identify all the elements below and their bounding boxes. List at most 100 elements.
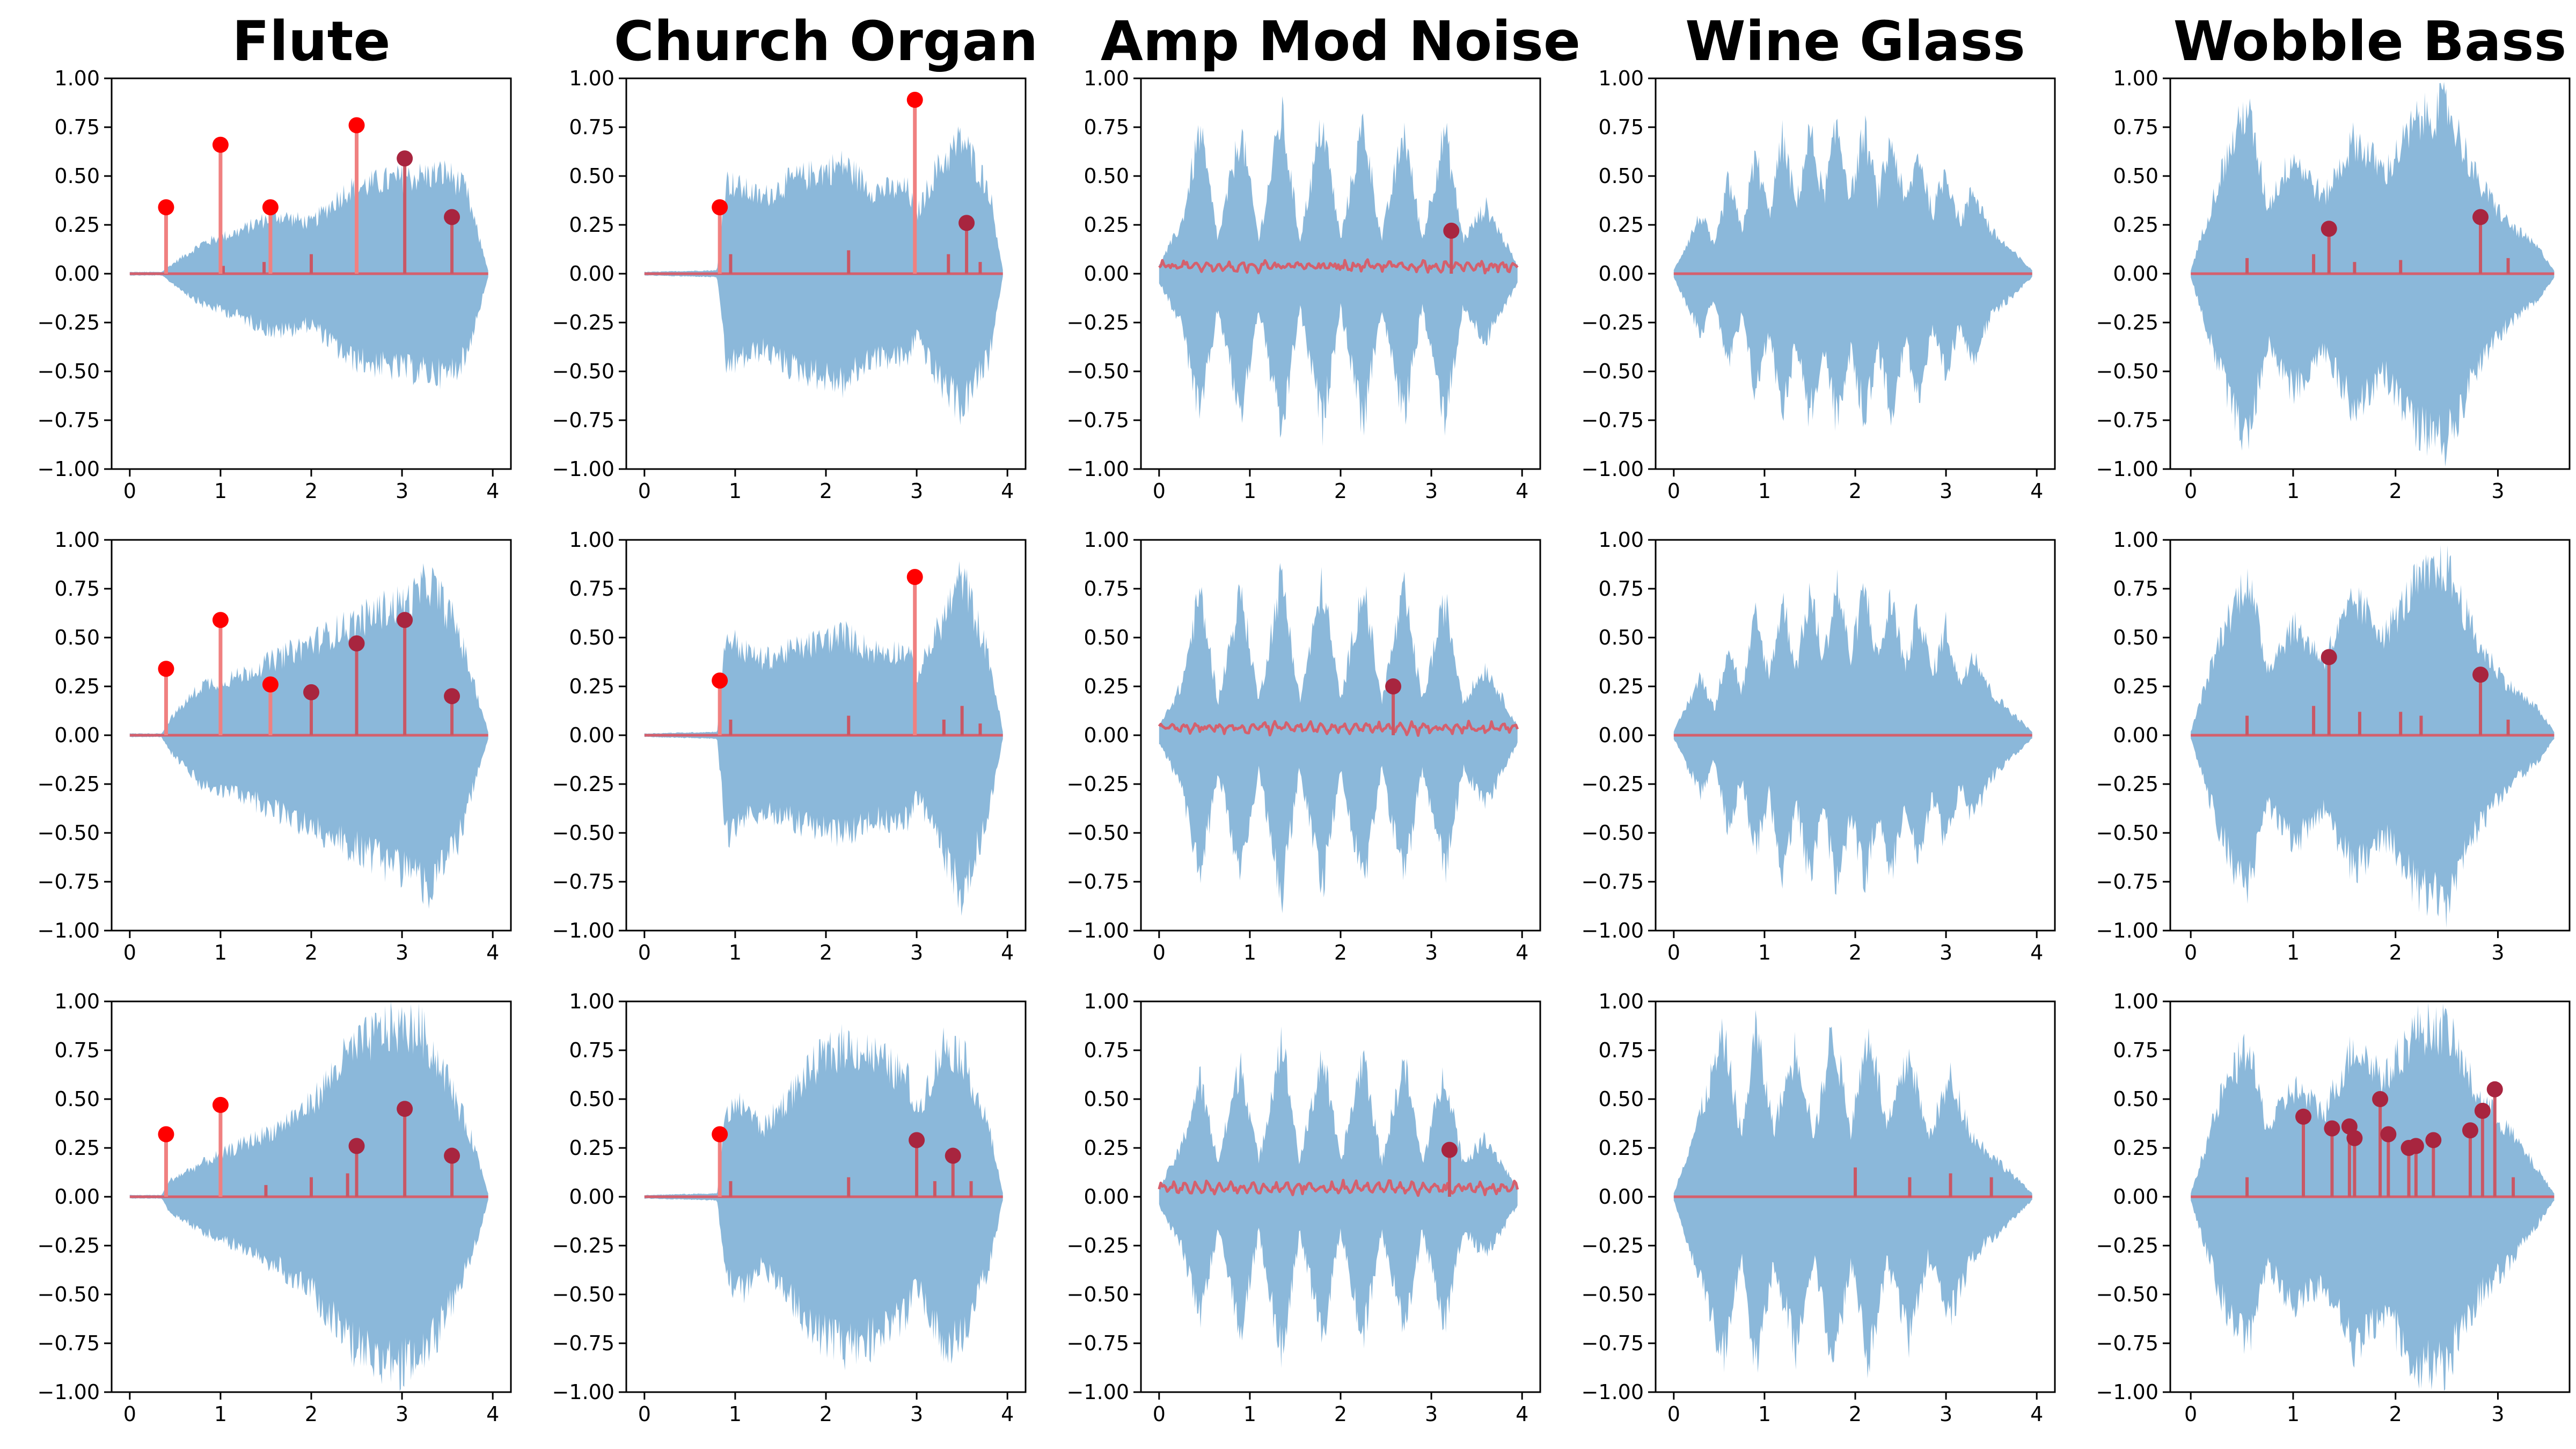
x-tick-label: 2 — [819, 1402, 832, 1426]
y-tick-label: 1.00 — [1598, 990, 1644, 1013]
x-tick-label: 1 — [729, 941, 742, 964]
waveform-area — [644, 561, 1003, 916]
column-title-1: Church Organ — [614, 10, 1038, 74]
x-tick-label: 4 — [2030, 479, 2043, 503]
panel-r1-c3: 1.00 0.75 0.50 0.25 0.00 −0.25 −0.50 −0.75 −1.00… — [1582, 528, 2056, 964]
y-tick-label: 0.25 — [2113, 1136, 2158, 1160]
x-tick-label: 3 — [910, 1402, 923, 1426]
y-tick-label: −0.25 — [38, 1234, 100, 1257]
x-tick-label: 2 — [2389, 941, 2402, 964]
panel-r0-c3: 1.00 0.75 0.50 0.25 0.00 −0.25 −0.50 −0.75 −1.00… — [1582, 67, 2056, 503]
column-title-0: Flute — [232, 10, 390, 74]
y-tick-label: −1.00 — [1582, 1380, 1644, 1404]
x-tick-label: 3 — [396, 479, 408, 503]
x-tick-label: 0 — [1153, 941, 1166, 964]
y-tick-label: 0.75 — [569, 115, 614, 139]
y-tick-label: 0.00 — [54, 262, 100, 286]
x-tick-label: 1 — [2287, 1402, 2300, 1426]
x-tick-label: 2 — [305, 479, 318, 503]
y-tick-label: 0.25 — [1598, 213, 1644, 237]
y-tick-label: 1.00 — [54, 528, 100, 552]
y-tick-label: −0.50 — [2096, 821, 2158, 845]
y-tick-label: 1.00 — [1598, 67, 1644, 90]
activation-peak-marker — [212, 1096, 229, 1113]
y-tick-label: −1.00 — [1067, 457, 1129, 481]
y-tick-label: −0.75 — [1582, 408, 1644, 432]
x-tick-label: 4 — [1516, 941, 1528, 964]
y-tick-label: 0.50 — [569, 1087, 614, 1111]
y-tick-label: 0.50 — [569, 626, 614, 649]
activation-peak-marker — [397, 1101, 413, 1117]
activation-peak-marker — [1441, 1141, 1458, 1158]
panel-r0-c1: 1.00 0.75 0.50 0.25 0.00 −0.25 −0.50 −0.75 −1.00… — [552, 67, 1027, 503]
panel-r2-c0: 1.00 0.75 0.50 0.25 0.00 −0.25 −0.50 −0.75 −1.00… — [38, 990, 512, 1426]
x-tick-label: 4 — [1001, 479, 1014, 503]
x-tick-label: 0 — [638, 479, 651, 503]
column-title-3: Wine Glass — [1685, 10, 2025, 74]
y-tick-label: 0.75 — [1598, 115, 1644, 139]
x-tick-label: 1 — [214, 941, 227, 964]
waveform-area — [1673, 569, 2032, 895]
y-tick-label: −0.25 — [1067, 311, 1129, 334]
y-tick-label: −0.75 — [552, 870, 614, 894]
y-tick-label: −0.25 — [38, 311, 100, 334]
y-tick-label: −0.25 — [38, 772, 100, 796]
activation-peak-marker — [1385, 678, 1402, 694]
y-tick-label: −0.75 — [38, 408, 100, 432]
y-tick-label: −0.75 — [38, 870, 100, 894]
x-tick-label: 1 — [214, 1402, 227, 1426]
y-tick-label: −0.50 — [1067, 821, 1129, 845]
activation-peak-marker — [1443, 222, 1460, 239]
x-tick-label: 3 — [1425, 479, 1438, 503]
activation-peak-marker — [2474, 1102, 2491, 1119]
y-tick-label: 0.75 — [54, 1038, 100, 1062]
x-tick-label: 3 — [1425, 941, 1438, 964]
x-tick-label: 3 — [2491, 479, 2504, 503]
y-tick-label: −0.50 — [552, 360, 614, 383]
x-tick-label: 0 — [1667, 1402, 1680, 1426]
x-tick-label: 0 — [2184, 941, 2197, 964]
y-tick-label: −0.50 — [2096, 360, 2158, 383]
x-tick-label: 1 — [1243, 941, 1256, 964]
x-tick-label: 4 — [486, 1402, 499, 1426]
waveform-area — [1673, 1009, 2032, 1379]
x-tick-label: 3 — [910, 941, 923, 964]
x-tick-label: 2 — [1334, 941, 1347, 964]
y-tick-label: 0.50 — [1598, 164, 1644, 188]
y-tick-label: −1.00 — [1067, 919, 1129, 942]
waveform-area — [1159, 1026, 1518, 1368]
x-tick-label: 3 — [1940, 1402, 1952, 1426]
panel-r2-c2: 1.00 0.75 0.50 0.25 0.00 −0.25 −0.50 −0.75 −1.00… — [1067, 990, 1541, 1426]
x-tick-label: 0 — [1667, 479, 1680, 503]
activation-peak-marker — [2321, 221, 2337, 237]
x-tick-label: 2 — [2389, 1402, 2402, 1426]
y-tick-label: −0.75 — [552, 1331, 614, 1355]
x-tick-label: 1 — [2287, 941, 2300, 964]
y-tick-label: 0.00 — [569, 723, 614, 747]
activation-peak-marker — [2321, 649, 2337, 665]
activation-peak-marker — [712, 199, 728, 216]
x-tick-label: 3 — [1940, 941, 1952, 964]
y-tick-label: 1.00 — [2113, 990, 2158, 1013]
x-tick-label: 0 — [123, 479, 136, 503]
y-tick-label: 1.00 — [569, 990, 614, 1013]
activation-peak-marker — [397, 150, 413, 167]
x-tick-label: 4 — [1516, 479, 1528, 503]
y-tick-label: 0.75 — [2113, 577, 2158, 601]
y-tick-label: 0.75 — [1084, 577, 1129, 601]
y-tick-label: −1.00 — [1582, 457, 1644, 481]
x-tick-label: 0 — [638, 941, 651, 964]
activation-peak-marker — [212, 136, 229, 153]
y-tick-label: −0.50 — [2096, 1283, 2158, 1306]
x-tick-label: 3 — [1940, 479, 1952, 503]
y-tick-label: 0.75 — [569, 1038, 614, 1062]
y-tick-label: −0.25 — [552, 1234, 614, 1257]
y-tick-label: 0.75 — [569, 577, 614, 601]
x-tick-label: 4 — [486, 941, 499, 964]
y-tick-label: −0.75 — [38, 1331, 100, 1355]
y-tick-label: 0.75 — [54, 577, 100, 601]
x-tick-label: 2 — [819, 479, 832, 503]
y-tick-label: 0.50 — [2113, 1087, 2158, 1111]
y-tick-label: −0.25 — [552, 311, 614, 334]
